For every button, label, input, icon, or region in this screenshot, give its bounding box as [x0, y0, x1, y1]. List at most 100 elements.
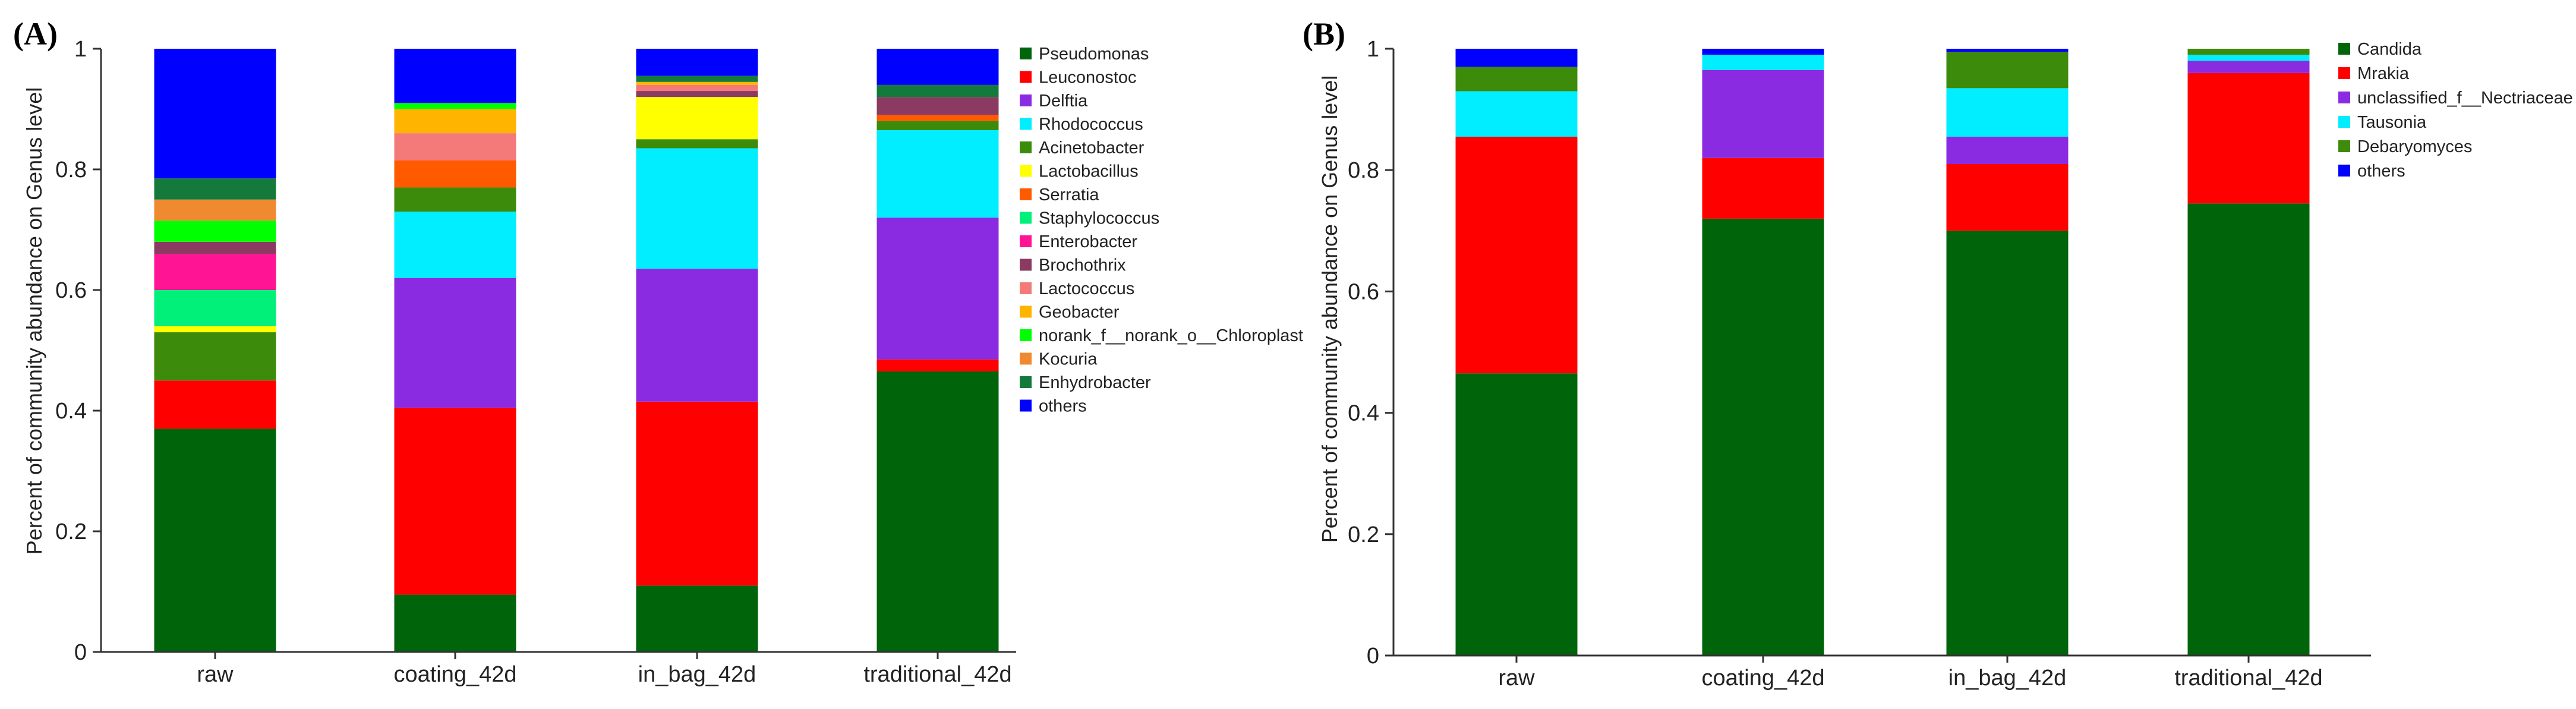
bar-segment-geobacter: [394, 109, 516, 134]
x-category-label: coating_42d: [1701, 666, 1824, 691]
bar-segment-acinetobacter: [876, 121, 999, 131]
bar-segment-tausonia: [2187, 55, 2310, 61]
bar-segment-others: [394, 49, 516, 103]
bar-segment-unclassified-f-nectriaceae: [1946, 137, 2069, 164]
legend-swatch: [2338, 43, 2350, 55]
legend-swatch: [1020, 399, 1032, 412]
bar-segment-acinetobacter: [154, 332, 276, 381]
legend-label: Geobacter: [1039, 303, 1120, 322]
legend-label: Rhodococcus: [1039, 115, 1143, 134]
bar-segment-mrakia: [1455, 137, 1578, 374]
panel-a-bars: [154, 49, 999, 652]
y-tick-label: 0.4: [1348, 401, 1379, 426]
legend-swatch: [1020, 259, 1032, 271]
legend-swatch: [1020, 352, 1032, 365]
panel-a-y-ticks: 0 0.2 0.4 0.6 0.8 1: [55, 37, 101, 665]
panel-b-bars: [1455, 49, 2310, 656]
legend-label: Delftia: [1039, 92, 1088, 111]
legend-swatch: [1020, 329, 1032, 341]
legend-swatch: [2338, 92, 2350, 103]
bar-segment-brochothrix: [154, 241, 276, 254]
legend-label: norank_f__norank_o__Chloroplast: [1039, 326, 1303, 345]
bar-segment-mrakia: [1702, 157, 1824, 219]
bar-segment-mrakia: [2187, 73, 2310, 204]
panel-b-y-ticks: 0 0.2 0.4 0.6 0.8 1: [1348, 37, 1393, 669]
x-category-label: in_bag_42d: [638, 662, 756, 687]
bar-segment-norank-f-norank-o-chloroplast: [154, 220, 276, 242]
bar-segment-others: [1455, 49, 1578, 67]
bar-segment-serratia: [876, 115, 999, 121]
legend-label: Leuconostoc: [1039, 68, 1136, 87]
bar-segment-unclassified-f-nectriaceae: [2187, 61, 2310, 73]
legend-label: Brochothrix: [1039, 256, 1126, 275]
panel-a-label: (A): [13, 16, 58, 52]
bar-segment-brochothrix: [876, 97, 999, 115]
y-tick-label: 0.2: [1348, 522, 1379, 547]
legend-swatch: [1020, 235, 1032, 247]
bar-segment-rhodococcus: [636, 148, 758, 269]
legend-swatch: [1020, 212, 1032, 224]
legend-label: Staphylococcus: [1039, 209, 1159, 228]
bar-segment-lactococcus: [636, 84, 758, 92]
bar-segment-delftia: [636, 269, 758, 402]
bar-segment-others: [1702, 49, 1824, 55]
legend-swatch: [2338, 67, 2350, 79]
x-category-label: in_bag_42d: [1948, 666, 2067, 691]
legend-label: Debaryomyces: [2357, 137, 2472, 156]
bar-segment-others: [154, 49, 276, 179]
bar-segment-norank-f-norank-o-chloroplast: [394, 103, 516, 109]
y-tick-label: 0: [1367, 644, 1379, 669]
bar-segment-delftia: [394, 278, 516, 408]
bar-segment-lactobacillus: [154, 326, 276, 333]
legend-swatch: [1020, 71, 1032, 83]
legend-label: Serratia: [1039, 185, 1099, 204]
bar-segment-mrakia: [1946, 163, 2069, 231]
panel-a-y-axis-title: Percent of community abundance on Genus …: [22, 87, 46, 554]
bar-segment-others: [876, 49, 999, 85]
legend-label: Enhydrobacter: [1039, 373, 1151, 392]
legend-swatch: [1020, 188, 1032, 200]
bar-segment-candida: [1946, 231, 2069, 656]
bar-segment-acinetobacter: [394, 187, 516, 212]
legend-swatch: [1020, 282, 1032, 294]
panel-b-label: (B): [1303, 16, 1345, 52]
y-tick-label: 0.8: [55, 157, 87, 182]
legend-label: Lactococcus: [1039, 279, 1134, 298]
bar-segment-others: [636, 49, 758, 76]
bar-segment-rhodococcus: [876, 130, 999, 218]
bar-segment-serratia: [394, 160, 516, 188]
legend-swatch: [1020, 118, 1032, 130]
bar-segment-others: [1946, 49, 2069, 52]
y-tick-label: 0.8: [1348, 158, 1379, 183]
panel-b-y-axis-title: Percent of community abundance on Genus …: [1317, 75, 1342, 543]
y-tick-label: 0.4: [55, 399, 87, 424]
y-tick-label: 0: [74, 640, 87, 665]
bar-segment-tausonia: [1946, 88, 2069, 137]
bar-segment-delftia: [876, 218, 999, 360]
bar-segment-lactococcus: [394, 133, 516, 160]
y-tick-label: 1: [74, 37, 87, 62]
legend-swatch: [1020, 376, 1032, 388]
bar-segment-unclassified-f-nectriaceae: [1702, 70, 1824, 158]
y-tick-label: 0.6: [55, 278, 87, 303]
panel-b-legend: Candida Mrakia unclassified_f__Nectriaceae…: [2338, 40, 2573, 181]
legend-label: Kocuria: [1039, 350, 1098, 369]
bar-segment-debaryomyces: [1946, 52, 2069, 89]
legend-label: Acinetobacter: [1039, 138, 1144, 157]
bar-segment-enterobacter: [154, 254, 276, 290]
x-category-label: coating_42d: [393, 662, 516, 687]
legend-label: Pseudomonas: [1039, 45, 1149, 64]
bar-segment-debaryomyces: [1455, 67, 1578, 92]
bar-segment-geobacter: [636, 81, 758, 85]
legend-swatch: [2338, 116, 2350, 128]
bar-segment-enhydrobacter: [154, 178, 276, 200]
legend-swatch: [2338, 165, 2350, 177]
legend-label: Enterobacter: [1039, 232, 1137, 251]
bar-segment-acinetobacter: [636, 139, 758, 149]
legend-swatch: [2338, 140, 2350, 152]
bar-segment-lactobacillus: [636, 97, 758, 140]
bar-segment-debaryomyces: [2187, 49, 2310, 55]
legend-label: Candida: [2357, 40, 2422, 59]
legend-swatch: [1020, 94, 1032, 106]
legend-label: Mrakia: [2357, 64, 2410, 83]
